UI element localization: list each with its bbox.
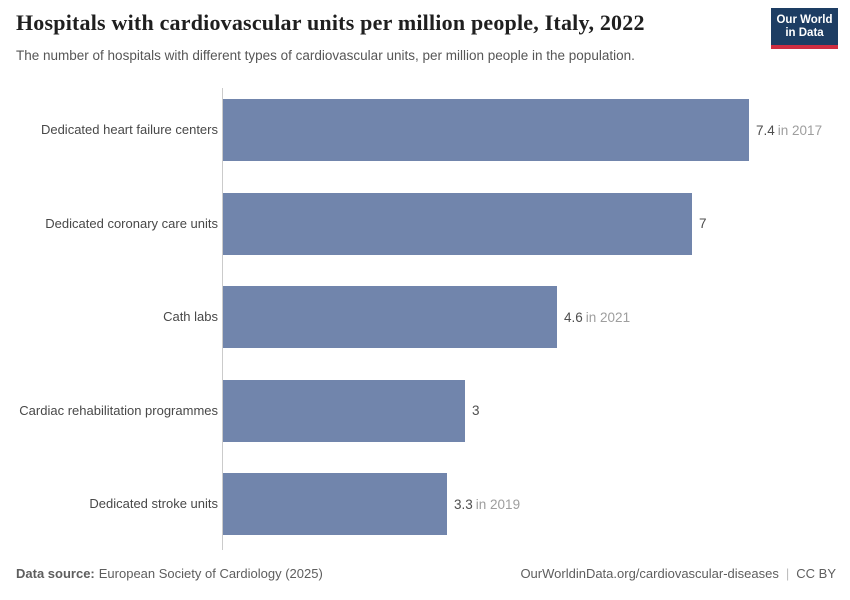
bar-plot: 3 — [223, 379, 483, 442]
category-label: Dedicated coronary care units — [45, 215, 218, 231]
chart-rows: Dedicated heart failure centers 7.4 in 20… — [0, 99, 850, 535]
owid-logo[interactable]: Our World in Data — [771, 8, 838, 49]
data-source-label: Data source: — [16, 566, 95, 581]
category-label: Dedicated heart failure centers — [40, 122, 218, 137]
owid-logo-line1: Our World — [776, 14, 833, 26]
page-title: Hospitals with cardiovascular units per … — [16, 10, 645, 35]
bar — [223, 286, 557, 348]
value-annotation: 7.4 in 2017 — [756, 123, 822, 138]
y-axis-line — [222, 88, 223, 550]
bar — [223, 473, 447, 535]
bar — [223, 99, 749, 161]
chart-footer: Data source: European Society of Cardiolo… — [16, 566, 836, 581]
bar-plot: 3.3 in 2019 — [223, 473, 520, 535]
year-note: in 2021 — [585, 309, 631, 325]
bar-plot: 4.6 in 2021 — [223, 286, 630, 348]
bar-chart: Dedicated heart failure centers 7.4 in 20… — [0, 88, 850, 550]
category-label: Cath labs — [163, 309, 218, 324]
category-label: Cardiac rehabilitation programmes — [19, 402, 218, 418]
value-annotation: 3 — [472, 403, 483, 418]
bar-plot: 7 — [223, 192, 710, 255]
data-source-text: European Society of Cardiology (2025) — [98, 566, 323, 581]
chart-row: Cath labs 4.6 in 2021 — [0, 286, 850, 348]
year-note: in 2019 — [475, 496, 521, 512]
footer-right: OurWorldinData.org/cardiovascular-diseas… — [520, 566, 836, 581]
value-annotation: 7 — [699, 216, 710, 231]
value-label: 3.3 — [454, 496, 473, 512]
owid-url-link[interactable]: OurWorldinData.org/cardiovascular-diseas… — [520, 566, 779, 581]
year-note: in 2017 — [777, 122, 823, 138]
chart-row: Dedicated heart failure centers 7.4 in 20… — [0, 99, 850, 161]
chart-row: Dedicated coronary care units 7 — [0, 192, 850, 255]
bar — [223, 192, 692, 255]
value-label: 3 — [472, 403, 480, 418]
value-label: 7 — [699, 216, 707, 231]
chart-subtitle: The number of hospitals with different t… — [16, 48, 635, 63]
owid-logo-line2: in Data — [785, 27, 824, 39]
bar-plot: 7.4 in 2017 — [223, 99, 822, 161]
category-label: Dedicated stroke units — [89, 496, 218, 511]
bar — [223, 379, 465, 442]
chart-row: Cardiac rehabilitation programmes 3 — [0, 379, 850, 442]
value-annotation: 3.3 in 2019 — [454, 497, 520, 512]
license-label: CC BY — [796, 566, 836, 581]
chart-row: Dedicated stroke units 3.3 in 2019 — [0, 473, 850, 535]
footer-separator: | — [785, 566, 790, 581]
value-label: 4.6 — [564, 309, 583, 325]
value-label: 7.4 — [756, 122, 775, 138]
data-source: Data source: European Society of Cardiolo… — [16, 566, 323, 581]
value-annotation: 4.6 in 2021 — [564, 310, 630, 325]
